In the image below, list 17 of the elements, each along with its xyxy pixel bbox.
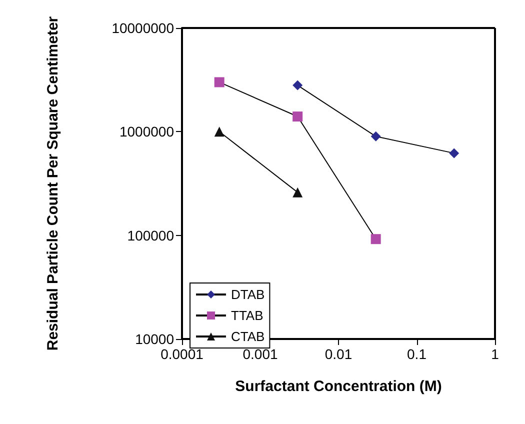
point — [370, 234, 381, 244]
x-tick-label: 0.01 — [324, 346, 352, 362]
y-tick-label: 100000 — [127, 227, 174, 244]
y-tick-label: 1000000 — [119, 124, 174, 140]
legend-label: DTAB — [231, 287, 265, 302]
y-axis-title: Residual Particle Count Per Square Centimeter — [44, 16, 62, 351]
legend-label: CTAB — [231, 329, 265, 344]
x-tick-label: 0.001 — [242, 346, 278, 362]
point — [292, 112, 303, 122]
legend-label: TTAB — [231, 308, 264, 323]
y-tick-label: 10000 — [135, 331, 174, 347]
x-tick-label: 0.0001 — [160, 346, 204, 362]
y-tick-label: 10000000 — [112, 20, 174, 36]
x-tick-label: 0.1 — [407, 346, 427, 362]
x-tick-label: 1 — [491, 346, 500, 362]
point — [214, 77, 224, 88]
x-axis-title: Surfactant Concentration (M) — [235, 378, 442, 395]
